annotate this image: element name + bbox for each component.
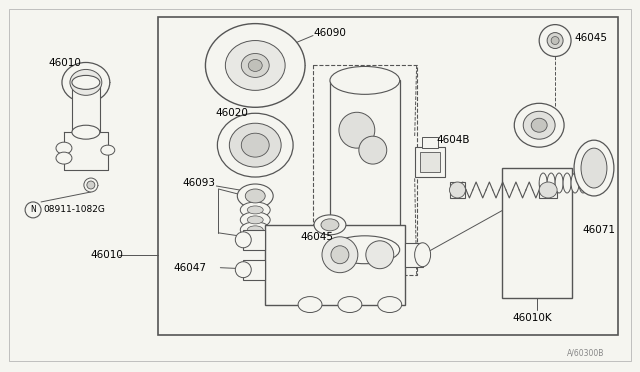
Text: 46071: 46071: [582, 225, 615, 235]
Ellipse shape: [331, 246, 349, 264]
Text: 46020: 46020: [216, 108, 248, 118]
Ellipse shape: [515, 103, 564, 147]
Text: 46010: 46010: [91, 250, 124, 260]
Ellipse shape: [330, 67, 400, 94]
Ellipse shape: [524, 111, 555, 139]
Ellipse shape: [314, 215, 346, 235]
Ellipse shape: [547, 33, 563, 48]
Ellipse shape: [101, 145, 115, 155]
Bar: [449, 182, 465, 198]
Bar: [243, 260, 265, 280]
Bar: [313, 65, 417, 275]
Ellipse shape: [539, 25, 571, 57]
Ellipse shape: [551, 36, 559, 45]
Ellipse shape: [449, 182, 465, 198]
Text: 46045: 46045: [574, 33, 607, 42]
Ellipse shape: [338, 296, 362, 312]
Ellipse shape: [236, 232, 252, 248]
Ellipse shape: [579, 173, 587, 193]
Ellipse shape: [298, 296, 322, 312]
Ellipse shape: [378, 296, 402, 312]
Ellipse shape: [236, 262, 252, 278]
Ellipse shape: [245, 189, 265, 203]
Ellipse shape: [84, 178, 98, 192]
Bar: [502, 168, 572, 298]
Ellipse shape: [539, 182, 557, 198]
Text: 08911-1082G: 08911-1082G: [43, 205, 105, 214]
Ellipse shape: [555, 173, 563, 193]
Ellipse shape: [563, 173, 571, 193]
Bar: [243, 230, 265, 250]
Bar: [539, 182, 557, 198]
Ellipse shape: [359, 136, 387, 164]
Ellipse shape: [72, 125, 100, 139]
Ellipse shape: [72, 76, 100, 89]
Ellipse shape: [322, 237, 358, 273]
Ellipse shape: [574, 140, 614, 196]
Text: 46093: 46093: [182, 178, 216, 188]
Ellipse shape: [241, 133, 269, 157]
Ellipse shape: [330, 236, 400, 264]
Ellipse shape: [366, 241, 394, 269]
Ellipse shape: [248, 60, 262, 71]
Bar: [265, 225, 404, 305]
Ellipse shape: [229, 123, 281, 167]
Bar: [415, 147, 445, 177]
Ellipse shape: [56, 152, 72, 164]
Ellipse shape: [62, 62, 110, 102]
Ellipse shape: [539, 173, 547, 193]
Ellipse shape: [87, 181, 95, 189]
Ellipse shape: [571, 173, 579, 193]
Ellipse shape: [581, 148, 607, 188]
Ellipse shape: [531, 118, 547, 132]
Ellipse shape: [415, 243, 431, 267]
Text: A/60300B: A/60300B: [566, 348, 604, 357]
Ellipse shape: [225, 41, 285, 90]
Text: 4604B: 4604B: [436, 135, 470, 145]
Text: 46045: 46045: [300, 232, 333, 242]
Ellipse shape: [205, 23, 305, 107]
Ellipse shape: [247, 216, 263, 224]
Text: 46047: 46047: [173, 263, 207, 273]
Text: 46010: 46010: [48, 58, 81, 68]
Ellipse shape: [247, 226, 263, 234]
Ellipse shape: [241, 54, 269, 77]
Bar: [72, 82, 100, 132]
Ellipse shape: [56, 142, 72, 154]
Bar: [420, 152, 440, 172]
Text: 46010K: 46010K: [512, 312, 552, 323]
Bar: [422, 137, 438, 148]
Bar: [330, 80, 400, 250]
Ellipse shape: [339, 112, 375, 148]
Bar: [404, 243, 422, 267]
Ellipse shape: [237, 184, 273, 208]
Ellipse shape: [218, 113, 293, 177]
Circle shape: [25, 202, 41, 218]
Text: 46090: 46090: [313, 28, 346, 38]
Bar: [157, 17, 618, 336]
Polygon shape: [64, 132, 108, 170]
Ellipse shape: [240, 212, 270, 228]
Ellipse shape: [240, 222, 270, 238]
Text: N: N: [30, 205, 36, 214]
Ellipse shape: [240, 202, 270, 218]
Ellipse shape: [247, 206, 263, 214]
Ellipse shape: [547, 173, 555, 193]
Ellipse shape: [321, 219, 339, 231]
Ellipse shape: [70, 70, 102, 95]
